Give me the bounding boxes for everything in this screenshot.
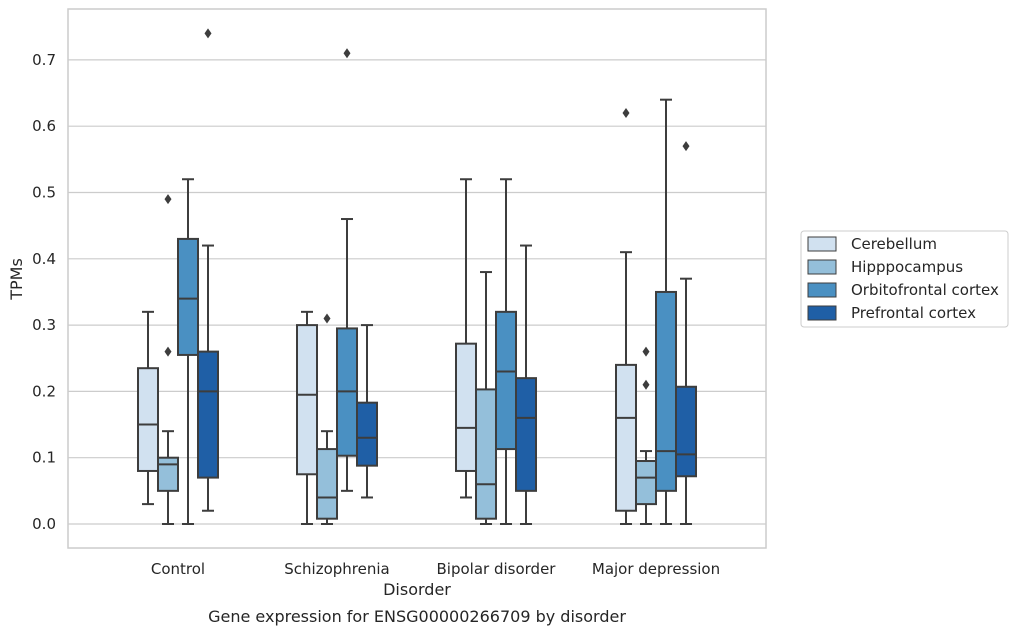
iqr-box — [197, 350, 219, 479]
box-orbitofrontal-cortex — [495, 178, 517, 525]
outlier-point — [642, 346, 650, 357]
y-axis-ticks: 0.0 0.1 0.2 0.3 0.4 0.5 0.6 0.7 — [32, 51, 56, 533]
y-tick-label: 0.2 — [32, 382, 56, 400]
y-tick-label: 0.6 — [32, 117, 56, 135]
legend-label: Cerebellum — [851, 235, 937, 253]
box-prefrontal-cortex — [356, 324, 378, 499]
box-plot-marks — [137, 28, 697, 525]
iqr-box — [177, 237, 199, 356]
x-tick-label: Bipolar disorder — [437, 560, 557, 578]
box-orbitofrontal-cortex — [177, 178, 199, 525]
x-tick-label: Control — [151, 560, 205, 578]
outlier-point — [622, 107, 630, 118]
box-orbitofrontal-cortex — [336, 48, 358, 492]
y-tick-label: 0.4 — [32, 250, 56, 268]
y-tick-label: 0.0 — [32, 515, 56, 533]
box-prefrontal-cortex — [197, 28, 219, 512]
iqr-box — [475, 388, 497, 520]
legend-swatch — [807, 259, 837, 275]
iqr-box — [356, 401, 378, 467]
outlier-point — [642, 379, 650, 390]
y-tick-label: 0.5 — [32, 184, 56, 202]
legend-swatch — [807, 236, 837, 252]
x-axis-label: Disorder — [383, 580, 451, 599]
iqr-box — [157, 456, 179, 492]
box-hipppocampus — [157, 194, 179, 525]
box-prefrontal-cortex — [675, 141, 697, 525]
outlier-point — [343, 48, 351, 59]
box-prefrontal-cortex — [515, 244, 537, 525]
legend-swatch — [807, 305, 837, 321]
box-cerebellum — [137, 310, 159, 506]
y-tick-label: 0.7 — [32, 51, 56, 69]
x-tick-label: Major depression — [592, 560, 720, 578]
legend-swatch — [807, 282, 837, 298]
box-hipppocampus — [635, 346, 657, 525]
iqr-box — [515, 377, 537, 492]
box-orbitofrontal-cortex — [655, 98, 677, 525]
chart-caption: Gene expression for ENSG00000266709 by d… — [208, 607, 626, 626]
iqr-box — [495, 310, 517, 451]
iqr-box — [455, 342, 477, 472]
legend-label: Hipppocampus — [851, 258, 963, 276]
iqr-box — [137, 367, 159, 472]
box-hipppocampus — [316, 313, 338, 525]
iqr-box — [615, 363, 637, 512]
outlier-point — [682, 141, 690, 152]
legend-label: Orbitofrontal cortex — [851, 281, 999, 299]
outlier-point — [204, 28, 212, 39]
box-cerebellum — [296, 310, 318, 525]
x-tick-label: Schizophrenia — [284, 560, 389, 578]
plot-frame — [67, 8, 767, 549]
y-tick-label: 0.1 — [32, 449, 56, 467]
y-tick-label: 0.3 — [32, 316, 56, 334]
x-axis-ticks: Control Schizophrenia Bipolar disorder Majo… — [151, 560, 720, 578]
box-cerebellum — [455, 178, 477, 499]
legend-frame — [800, 230, 1009, 328]
y-axis-label: TPMs — [7, 258, 26, 301]
legend-label: Prefrontal cortex — [851, 304, 976, 322]
box-hipppocampus — [475, 271, 497, 525]
iqr-box — [655, 290, 677, 492]
iqr-box — [675, 385, 697, 478]
iqr-box — [635, 460, 657, 506]
outlier-point — [323, 313, 331, 324]
legend: Cerebellum Hipppocampus Orbitofrontal cort… — [800, 230, 1009, 328]
iqr-box — [296, 324, 318, 476]
iqr-box — [316, 448, 338, 520]
box-cerebellum — [615, 107, 637, 525]
outlier-point — [164, 194, 172, 205]
outlier-point — [164, 346, 172, 357]
